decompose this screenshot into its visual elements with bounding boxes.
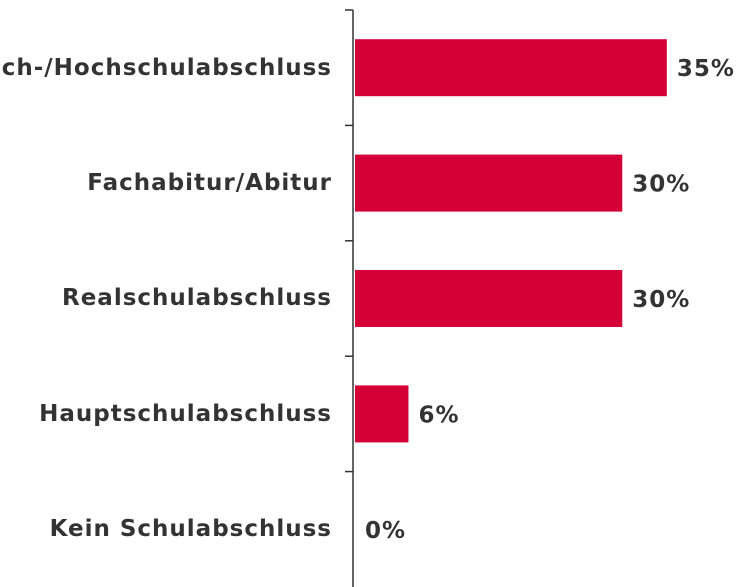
value-label: 0% bbox=[365, 518, 406, 544]
bar bbox=[355, 39, 667, 97]
value-label: 30% bbox=[632, 287, 690, 313]
category-label: Realschulabschluss bbox=[0, 241, 332, 356]
bar bbox=[355, 385, 409, 443]
category-label: Kein Schulabschluss bbox=[0, 472, 332, 587]
bar bbox=[355, 154, 623, 212]
value-label: 6% bbox=[418, 402, 459, 428]
category-text: Kein Schulabschluss bbox=[49, 516, 332, 543]
category-text: Realschulabschluss bbox=[62, 285, 332, 312]
bar bbox=[355, 270, 623, 327]
category-text: Fach-/Hochschulabschluss bbox=[0, 54, 332, 81]
category-text: Hauptschulabschluss bbox=[39, 400, 332, 427]
category-label: Fach-/Hochschulabschluss bbox=[0, 10, 332, 125]
value-label: 35% bbox=[677, 56, 735, 82]
category-label: Hauptschulabschluss bbox=[0, 356, 332, 471]
category-text: Fachabitur/Abitur bbox=[87, 170, 332, 197]
value-label: 30% bbox=[632, 172, 690, 198]
category-label: Fachabitur/Abitur bbox=[0, 125, 332, 240]
